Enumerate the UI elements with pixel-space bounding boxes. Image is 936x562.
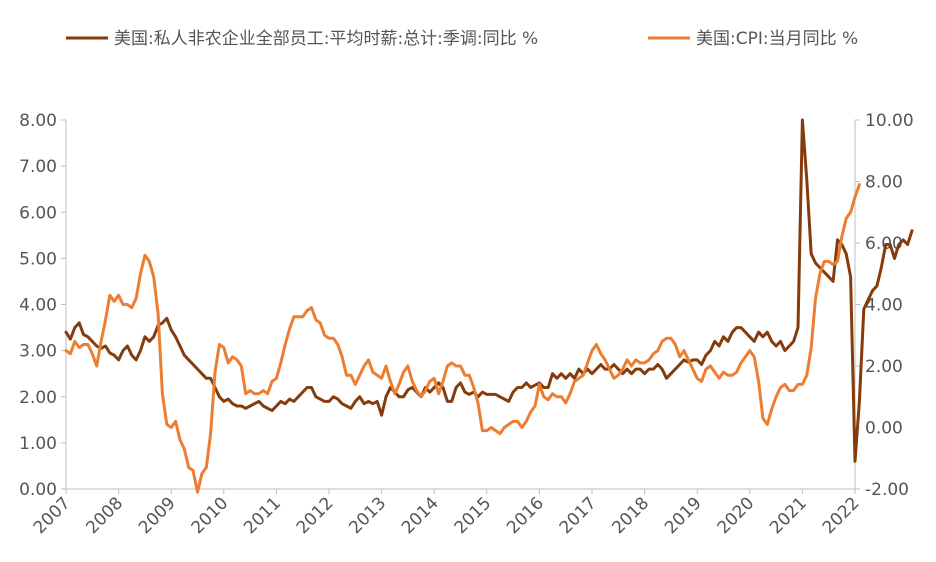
y-left-tick-label: 0.00 — [19, 480, 57, 500]
plot-area — [64, 118, 914, 494]
y-left-tick-label: 2.00 — [19, 388, 57, 408]
x-tick-label: 2016 — [503, 493, 548, 538]
y-right-tick-label: 4.00 — [865, 296, 903, 316]
y-right-tick-label: 10.00 — [865, 111, 914, 131]
legend-label-cpi: 美国:CPI:当月同比 % — [696, 29, 858, 49]
legend-label-wage: 美国:私人非农企业全部员工:平均时薪:总计:季调:同比 % — [114, 29, 538, 49]
y-right-tick-label: -2.00 — [865, 480, 909, 500]
y-right-tick-label: 6.00 — [865, 234, 903, 254]
x-tick-label: 2009 — [135, 493, 180, 538]
y-left-tick-label: 4.00 — [19, 296, 57, 316]
x-tick-label: 2007 — [30, 493, 75, 538]
x-tick-label: 2022 — [819, 493, 864, 538]
y-left-tick-label: 5.00 — [19, 249, 57, 269]
x-tick-label: 2020 — [714, 493, 759, 538]
y-left-tick-label: 3.00 — [19, 342, 57, 362]
y-right-tick-label: 0.00 — [865, 419, 903, 439]
y-left-tick-label: 6.00 — [19, 203, 57, 223]
y-left-tick-label: 8.00 — [19, 111, 57, 131]
legend: 美国:私人非农企业全部员工:平均时薪:总计:季调:同比 % 美国:CPI:当月同… — [66, 29, 858, 49]
series-line-wage — [64, 118, 914, 463]
x-tick-label: 2015 — [451, 493, 496, 538]
y-right-tick-label: 8.00 — [865, 173, 903, 193]
x-tick-label: 2014 — [398, 493, 443, 538]
axes: 0.00 1.00 2.00 3.00 4.00 5.00 6.00 7.00 8.00 -2.0… — [19, 111, 914, 538]
y-left-tick-label: 7.00 — [19, 157, 57, 177]
x-tick-label: 2018 — [608, 493, 653, 538]
x-tick-label: 2017 — [556, 493, 601, 538]
x-tick-label: 2019 — [661, 493, 706, 538]
x-tick-label: 2012 — [293, 493, 338, 538]
x-tick-label: 2011 — [240, 493, 285, 538]
x-tick-label: 2021 — [766, 493, 811, 538]
x-tick-label: 2008 — [82, 493, 127, 538]
y-left-tick-label: 1.00 — [19, 434, 57, 454]
series-line-cpi — [64, 183, 861, 494]
x-tick-label: 2010 — [188, 493, 233, 538]
x-tick-label: 2013 — [345, 493, 390, 538]
y-right-tick-label: 2.00 — [865, 357, 903, 377]
